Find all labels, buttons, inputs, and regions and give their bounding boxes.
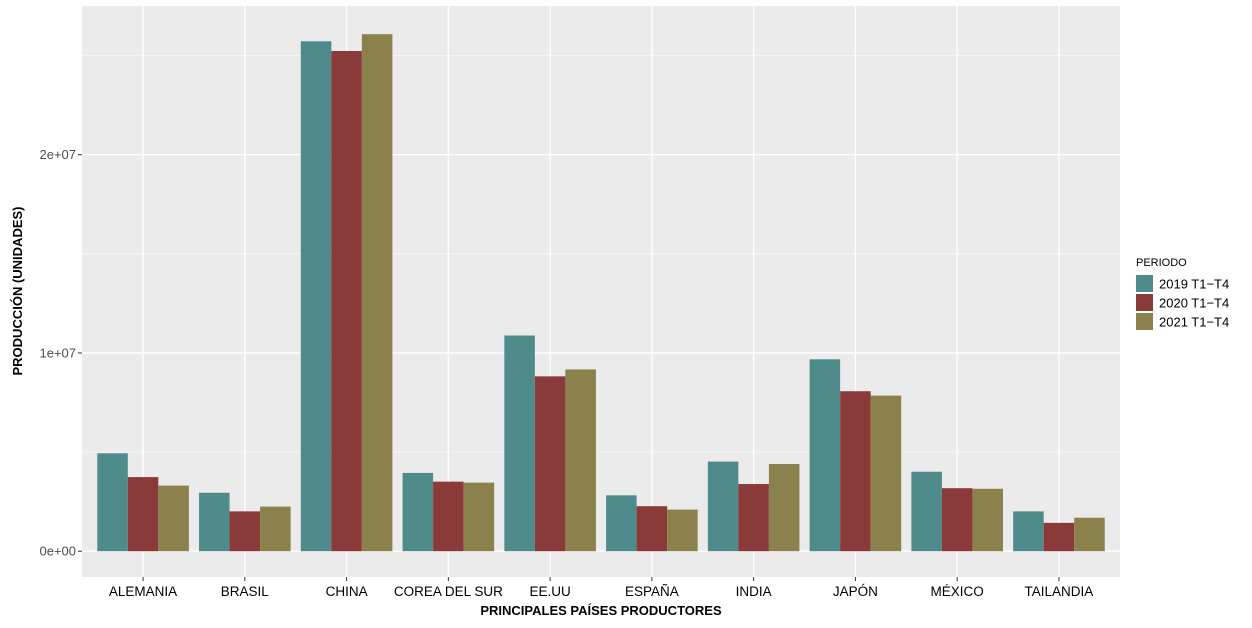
x-tick-label: ESPAÑA [625, 584, 679, 599]
bar [667, 509, 698, 552]
x-tick-label: JAPÓN [833, 584, 878, 599]
x-tick-label: COREA DEL SUR [394, 584, 503, 599]
bar [402, 472, 434, 552]
x-axis: ALEMANIA BRASIL CHINA COREA DEL SUR EE.UU ESP… [109, 577, 1093, 599]
x-tick-label: INDIA [736, 584, 772, 599]
bar [1074, 517, 1105, 552]
bar [707, 461, 739, 552]
bar [199, 492, 230, 552]
legend-label: 2019 T1−T4 [1159, 277, 1229, 292]
bar [972, 488, 1003, 552]
bar [870, 395, 902, 552]
y-tick-label: 1e+07 [39, 345, 76, 360]
legend: PERIODO 2019 T1−T4 2020 T1−T4 2021 T1−T4 [1136, 257, 1229, 330]
x-tick-label: BRASIL [221, 584, 270, 599]
legend-label: 2020 T1−T4 [1159, 296, 1229, 311]
x-tick-label: TAILANDIA [1025, 584, 1094, 599]
bar [1013, 511, 1044, 552]
bar [809, 359, 841, 552]
minor-gridlines [82, 55, 1120, 453]
bar [738, 484, 769, 552]
bar [768, 463, 800, 552]
bar [534, 376, 566, 552]
y-tick-label: 2e+07 [39, 147, 76, 162]
x-axis-title: PRINCIPALES PAÍSES PRODUCTORES [480, 603, 722, 618]
y-tick-label: 0e+00 [39, 544, 76, 559]
legend-label: 2021 T1−T4 [1159, 315, 1229, 330]
y-axis-title: PRODUCCIÓN (UNIDADES) [10, 207, 25, 376]
bar [260, 506, 291, 552]
bar [433, 481, 464, 552]
bar [911, 471, 942, 552]
bar [636, 506, 668, 552]
bar [300, 41, 332, 552]
x-tick-label: EE.UU [529, 584, 570, 599]
legend-swatch [1136, 313, 1153, 330]
bar [840, 391, 871, 552]
bar [127, 477, 159, 552]
x-tick-label: CHINA [326, 584, 368, 599]
bar [331, 51, 362, 552]
x-tick-label: MÉXICO [931, 584, 984, 599]
bar [565, 369, 596, 552]
legend-swatch [1136, 294, 1153, 311]
bar [941, 488, 973, 552]
legend-swatch [1136, 275, 1153, 292]
bar [1043, 522, 1075, 552]
x-tick-label: ALEMANIA [109, 584, 177, 599]
bar [361, 34, 393, 552]
panel-background [82, 6, 1120, 577]
bar [463, 482, 495, 552]
bar [97, 453, 128, 552]
y-axis: 0e+00 1e+07 2e+07 [39, 147, 82, 559]
bars-group [97, 34, 1105, 552]
bar [229, 511, 261, 552]
bar [606, 495, 637, 552]
legend-title: PERIODO [1136, 257, 1187, 269]
bar [504, 335, 535, 552]
bar [158, 485, 189, 552]
